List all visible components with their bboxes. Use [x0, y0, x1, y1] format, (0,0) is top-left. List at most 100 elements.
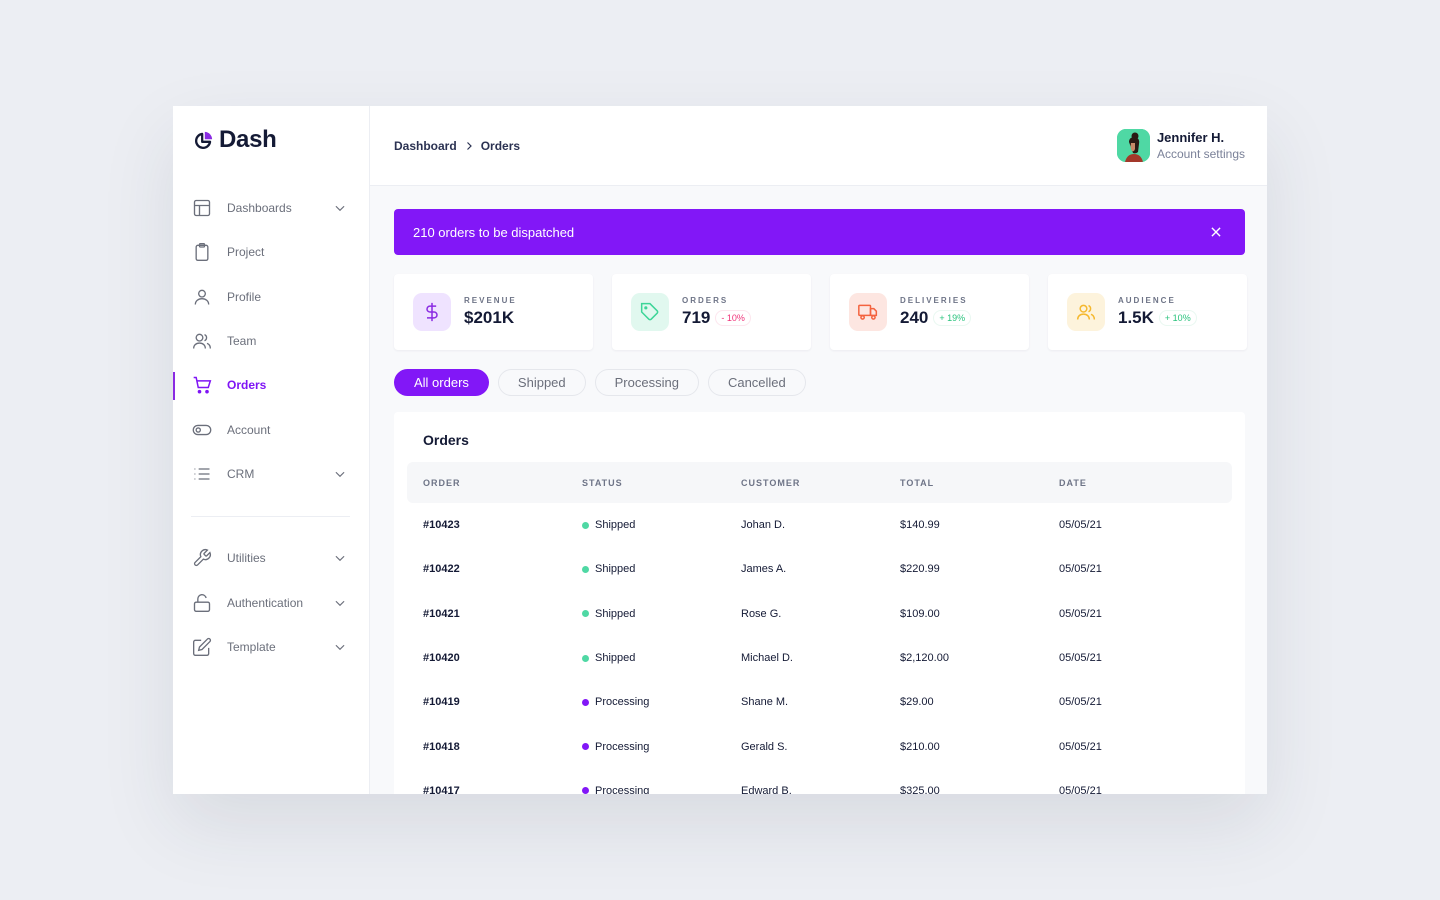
order-id[interactable]: #10421: [423, 607, 460, 620]
user-name: Jennifer H.: [1156, 130, 1225, 145]
status-text: Processing: [595, 740, 650, 753]
sidebar-item-dashboards[interactable]: Dashboards: [173, 186, 369, 230]
table-row[interactable]: #10419 Processing Shane M. $29.00 05/05/…: [407, 680, 1232, 724]
list-icon: [194, 468, 210, 480]
breadcrumb: Dashboard Orders: [394, 139, 520, 153]
user-menu[interactable]: Jennifer H. Account settings: [1116, 129, 1245, 162]
table-row[interactable]: #10417 Processing Edward B. $325.00 05/0…: [407, 769, 1232, 794]
tag-icon: [640, 302, 659, 321]
orders-card: Orders ORDER STATUS CUSTOMER TOTAL DATE …: [394, 412, 1245, 794]
tab-cancelled[interactable]: Cancelled: [707, 369, 806, 396]
customer-name: Edward B.: [741, 784, 792, 794]
table-row[interactable]: #10421 Shipped Rose G. $109.00 05/05/21: [407, 592, 1232, 636]
tab-all-orders[interactable]: All orders: [394, 369, 489, 396]
sidebar-item-project[interactable]: Project: [173, 230, 369, 274]
order-total: $325.00: [900, 784, 940, 794]
order-date: 05/05/21: [1059, 563, 1102, 576]
unlock-icon: [193, 593, 211, 612]
sidebar-item-label: CRM: [227, 466, 255, 481]
users-icon: [193, 333, 211, 349]
customer-name: Shane M.: [741, 696, 789, 709]
column-header-customer[interactable]: CUSTOMER: [741, 477, 801, 488]
tab-processing[interactable]: Processing: [594, 369, 699, 396]
table-row[interactable]: #10418 Processing Gerald S. $210.00 05/0…: [407, 724, 1232, 768]
table-header: ORDER STATUS CUSTOMER TOTAL DATE: [407, 462, 1232, 503]
breadcrumb-orders: Orders: [480, 138, 521, 153]
sidebar-item-profile[interactable]: Profile: [173, 275, 369, 319]
order-id[interactable]: #10417: [423, 784, 460, 794]
topbar: Dashboard Orders Jennifer H. Accoun: [370, 106, 1267, 186]
chevron-right-icon: [466, 141, 472, 150]
stat-value: 1.5K: [1118, 308, 1154, 327]
stat-icon-container: [1067, 293, 1105, 331]
chevron-down-icon[interactable]: [333, 201, 347, 215]
close-icon[interactable]: [1209, 225, 1223, 239]
table-row[interactable]: #10423 Shipped Johan D. $140.99 05/05/21: [407, 503, 1232, 547]
status-dot-icon: [582, 743, 589, 751]
tab-shipped[interactable]: Shipped: [497, 369, 586, 396]
pie-chart-logo-icon: [195, 131, 213, 149]
logo[interactable]: Dash: [193, 126, 277, 154]
user-icon: [194, 289, 210, 305]
column-header-total[interactable]: TOTAL: [900, 477, 935, 488]
order-id[interactable]: #10419: [423, 696, 460, 709]
status-text: Shipped: [595, 519, 636, 532]
account-settings-link[interactable]: Account settings: [1156, 147, 1245, 161]
status-dot-icon: [582, 698, 589, 706]
status-text: Shipped: [595, 652, 636, 665]
sidebar-item-template[interactable]: Template: [173, 625, 369, 669]
column-header-order[interactable]: ORDER: [423, 477, 461, 488]
status-cell: Processing: [582, 696, 741, 708]
sidebar-item-account[interactable]: Account: [173, 407, 369, 451]
order-total: $2,120.00: [900, 652, 949, 665]
sidebar-item-utilities[interactable]: Utilities: [173, 536, 369, 580]
clipboard-icon: [195, 243, 209, 262]
sidebar-item-label: Dashboards: [227, 201, 292, 216]
status-dot-icon: [582, 654, 589, 662]
order-id[interactable]: #10418: [423, 740, 460, 753]
table-row[interactable]: #10420 Shipped Michael D. $2,120.00 05/0…: [407, 636, 1232, 680]
sidebar-item-label: Orders: [227, 378, 267, 393]
order-filter-tabs: All orders Shipped Processing Cancelled: [394, 369, 806, 396]
edit-icon: [193, 637, 212, 656]
sidebar-item-crm[interactable]: CRM: [173, 452, 369, 496]
status-text: Processing: [595, 784, 650, 794]
truck-icon: [858, 304, 878, 320]
order-id[interactable]: #10422: [423, 563, 460, 576]
sidebar-item-label: Utilities: [227, 551, 266, 566]
order-id[interactable]: #10420: [423, 652, 460, 665]
chevron-down-icon[interactable]: [333, 551, 347, 565]
order-total: $210.00: [900, 740, 940, 753]
sidebar-item-team[interactable]: Team: [173, 319, 369, 363]
order-date: 05/05/21: [1059, 740, 1102, 753]
column-header-status[interactable]: STATUS: [582, 477, 623, 488]
sidebar-item-orders[interactable]: Orders: [173, 363, 369, 407]
order-total: $29.00: [900, 696, 934, 709]
column-header-date[interactable]: DATE: [1059, 477, 1087, 488]
breadcrumb-dashboard[interactable]: Dashboard: [394, 138, 457, 153]
wrench-icon: [193, 549, 211, 567]
chevron-down-icon[interactable]: [333, 640, 347, 654]
order-total: $140.99: [900, 519, 940, 532]
order-total: $220.99: [900, 563, 940, 576]
change-badge: + 10%: [1158, 310, 1197, 326]
brand-name: Dash: [219, 126, 277, 153]
stat-value: 240: [900, 308, 929, 327]
chevron-down-icon[interactable]: [333, 467, 347, 481]
toggle-icon: [192, 424, 212, 435]
stat-icon-container: [631, 293, 669, 331]
chevron-down-icon[interactable]: [333, 596, 347, 610]
stat-card-deliveries: DELIVERIES 240 + 19%: [830, 274, 1029, 350]
stat-value: 719: [682, 308, 711, 327]
status-dot-icon: [582, 787, 589, 794]
table-row[interactable]: #10422 Shipped James A. $220.99 05/05/21: [407, 547, 1232, 591]
avatar[interactable]: [1116, 129, 1150, 162]
stat-label: REVENUE: [464, 296, 517, 305]
customer-name: Michael D.: [741, 652, 793, 665]
order-id[interactable]: #10423: [423, 519, 460, 532]
customer-name: James A.: [741, 563, 787, 576]
status-cell: Shipped: [582, 563, 741, 575]
order-date: 05/05/21: [1059, 652, 1102, 665]
sidebar-item-authentication[interactable]: Authentication: [173, 580, 369, 624]
status-cell: Shipped: [582, 652, 741, 664]
